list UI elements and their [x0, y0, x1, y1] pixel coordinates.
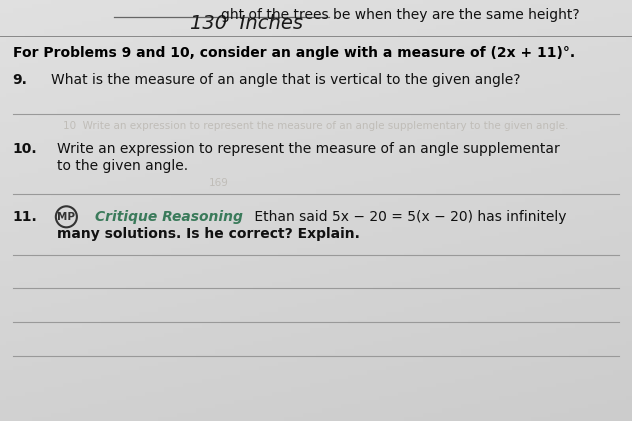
Text: 11.: 11. [13, 210, 37, 224]
Text: 130  Inches: 130 Inches [190, 13, 303, 33]
Text: What is the measure of an angle that is vertical to the given angle?: What is the measure of an angle that is … [51, 73, 520, 87]
Text: many solutions. Is he correct? Explain.: many solutions. Is he correct? Explain. [57, 226, 360, 241]
Text: ght of the trees be when they are the same height?: ght of the trees be when they are the sa… [221, 8, 580, 22]
Text: 10  Write an expression to represent the measure of an angle supplementary to th: 10 Write an expression to represent the … [63, 121, 569, 131]
Text: For Problems 9 and 10, consider an angle with a measure of (2x + 11)°.: For Problems 9 and 10, consider an angle… [13, 45, 574, 60]
Text: 10.: 10. [13, 142, 37, 157]
Text: MP: MP [58, 212, 75, 222]
Text: to the given angle.: to the given angle. [57, 159, 188, 173]
Text: 169: 169 [209, 178, 228, 188]
Text: Ethan said 5x − 20 = 5(x − 20) has infinitely: Ethan said 5x − 20 = 5(x − 20) has infin… [250, 210, 566, 224]
Text: Critique Reasoning: Critique Reasoning [95, 210, 243, 224]
Text: Write an expression to represent the measure of an angle supplementar: Write an expression to represent the mea… [57, 142, 559, 157]
Text: 9.: 9. [13, 73, 28, 87]
